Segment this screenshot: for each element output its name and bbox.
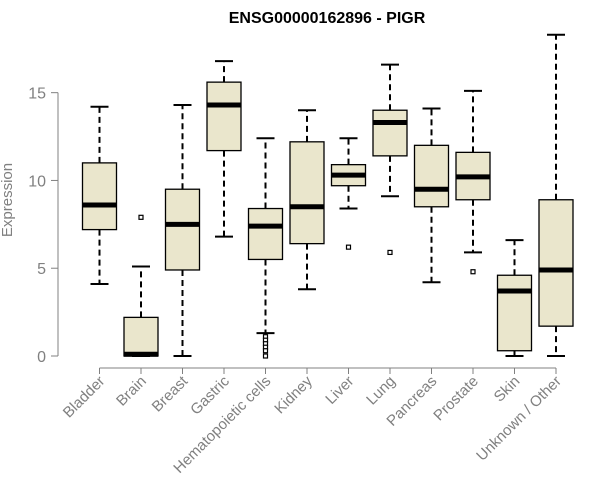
box-iqr — [372, 109, 408, 157]
y-tick-label: 0 — [37, 349, 46, 366]
boxes-layer — [81, 33, 574, 359]
x-tick-label: Lung — [363, 373, 399, 409]
box-iqr — [206, 81, 242, 152]
x-tick-label: Brain — [113, 373, 150, 410]
x-tick-label: Kidney — [271, 372, 316, 417]
outlier-point — [262, 353, 269, 359]
box-group — [247, 137, 284, 359]
box-group — [123, 214, 159, 357]
box-iqr — [496, 274, 533, 352]
box-group — [372, 63, 408, 256]
box-iqr — [81, 162, 118, 231]
x-tick-label: Prostate — [430, 373, 482, 425]
box-group — [455, 89, 491, 275]
box-iqr — [289, 141, 325, 245]
outlier-point — [470, 269, 476, 275]
box-group — [496, 239, 533, 357]
box-group — [289, 109, 325, 291]
box-iqr — [538, 199, 574, 327]
box-group — [413, 107, 450, 284]
box-iqr — [247, 207, 284, 261]
x-tick-label: Skin — [491, 373, 524, 406]
box-iqr — [413, 144, 450, 208]
box-group — [330, 137, 367, 250]
outlier-point — [262, 348, 269, 354]
chart-title: ENSG00000162896 - PIGR — [229, 10, 426, 27]
outlier-point — [387, 249, 393, 256]
box-iqr — [123, 316, 159, 357]
box-group — [164, 103, 201, 357]
y-axis: 0 5 10 15 — [28, 86, 59, 366]
box-iqr — [164, 188, 201, 271]
outlier-point — [345, 244, 352, 250]
x-tick-label: Liver — [322, 373, 357, 408]
y-tick-label: 10 — [28, 173, 46, 190]
x-tick-label: Bladder — [60, 373, 109, 422]
box-group — [206, 60, 242, 238]
outlier-point — [138, 214, 144, 220]
box-group — [538, 33, 574, 357]
y-tick-label: 5 — [37, 261, 46, 278]
y-axis-label: Expression — [0, 163, 16, 237]
box-group — [81, 105, 118, 286]
y-tick-label: 15 — [28, 86, 46, 103]
x-tick-label: Breast — [149, 372, 192, 415]
